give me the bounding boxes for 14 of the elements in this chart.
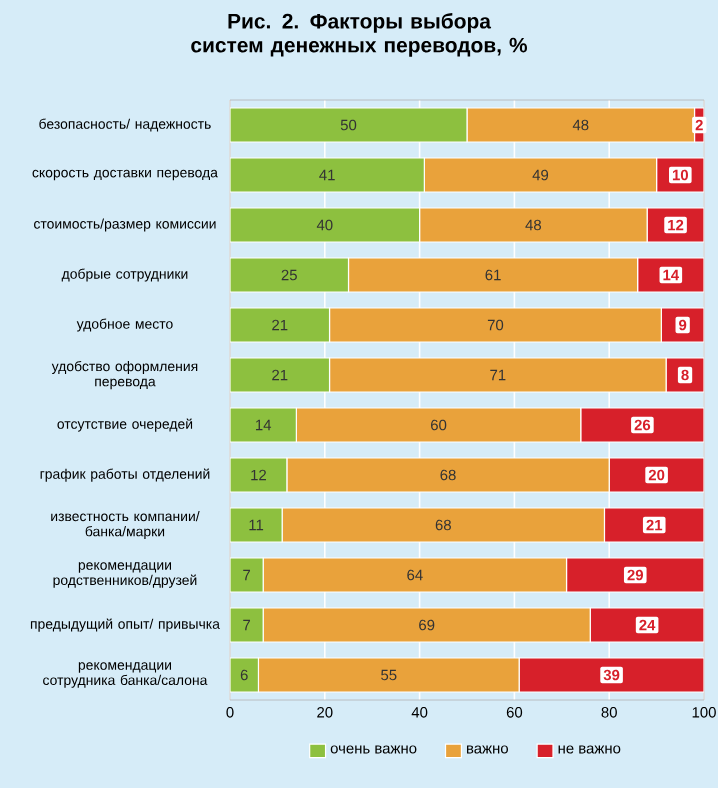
bar <box>230 357 331 393</box>
bar <box>230 407 297 443</box>
chart-title: Рис. 2. Факторы выбора систем денежных переводов, % <box>191 13 528 57</box>
bar <box>230 307 331 343</box>
bar <box>230 207 421 243</box>
bar <box>230 257 350 293</box>
bar <box>589 607 704 643</box>
bar <box>565 557 704 593</box>
bar <box>230 157 425 193</box>
bar <box>603 507 704 543</box>
bar <box>518 657 704 693</box>
bar <box>608 457 704 493</box>
bar <box>580 407 704 443</box>
bar <box>230 107 468 143</box>
